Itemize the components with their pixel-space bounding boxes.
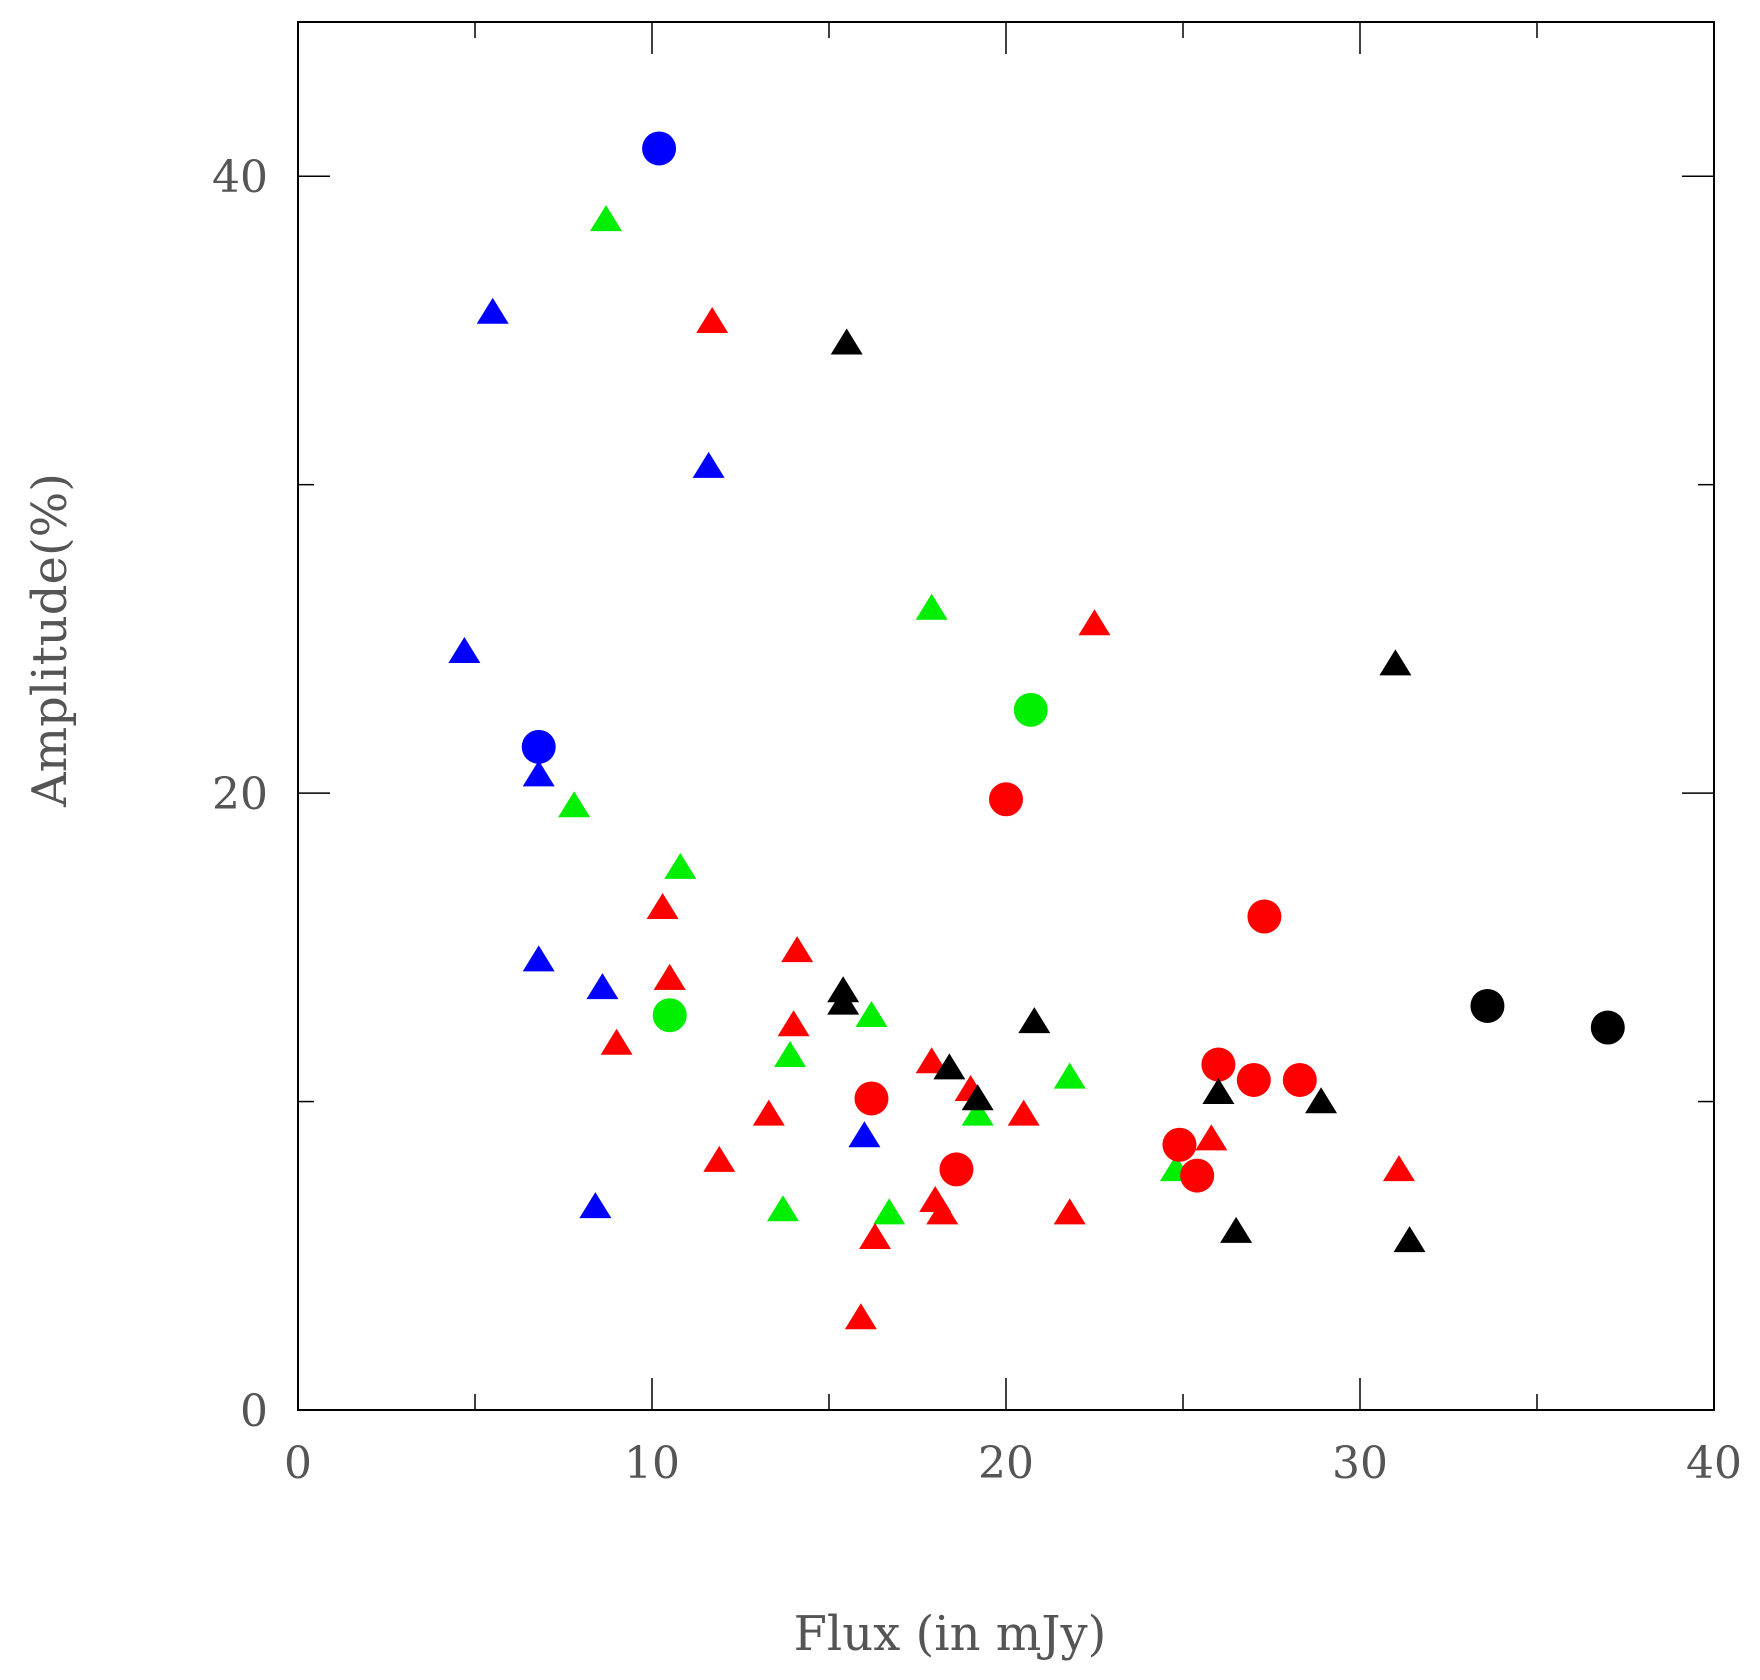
red-triangle-point	[752, 1099, 785, 1126]
red-circle-point	[1247, 899, 1282, 934]
red-circle-point	[939, 1152, 974, 1187]
green-triangle-point	[774, 1041, 807, 1068]
x-tick-label: 40	[1686, 1438, 1742, 1489]
blue-circle-point	[521, 729, 556, 764]
blue-triangle-point	[579, 1192, 612, 1219]
green-triangle-point	[589, 205, 622, 232]
black-triangle-point	[961, 1084, 994, 1111]
green-triangle-point	[664, 852, 697, 879]
red-triangle-point	[781, 936, 814, 963]
x-tick-label: 10	[624, 1438, 680, 1489]
y-tick-label: 20	[212, 769, 268, 820]
black-circle-point	[1590, 1010, 1625, 1045]
blue-triangle-point	[522, 945, 555, 972]
data-markers	[448, 131, 1625, 1330]
green-circle-point	[1013, 692, 1048, 727]
red-circle-point	[1201, 1047, 1236, 1082]
red-triangle-point	[926, 1198, 959, 1225]
black-triangle-point	[1202, 1078, 1235, 1105]
x-tick-label: 20	[978, 1438, 1034, 1489]
blue-circle-point	[642, 131, 677, 166]
red-circle-point	[1282, 1062, 1317, 1097]
green-triangle-point	[855, 1000, 888, 1027]
red-triangle-point	[646, 892, 679, 919]
red-triangle-point	[915, 1047, 948, 1074]
black-triangle-point	[830, 328, 863, 355]
red-triangle-point	[1053, 1198, 1086, 1225]
black-triangle-point	[827, 988, 860, 1015]
green-circle-point	[652, 998, 687, 1033]
black-triangle-point	[1018, 1007, 1051, 1034]
blue-triangle-point	[692, 451, 725, 478]
green-triangle-point	[766, 1195, 799, 1222]
red-triangle-point	[844, 1303, 877, 1330]
red-triangle-point	[1382, 1155, 1415, 1182]
y-tick-label: 40	[212, 152, 268, 203]
green-triangle-point	[961, 1099, 994, 1126]
y-tick-label: 0	[240, 1386, 268, 1437]
x-tick-label: 0	[284, 1438, 312, 1489]
red-triangle-point	[1195, 1124, 1228, 1151]
x-axis-label: Flux (in mJy)	[794, 1606, 1107, 1662]
red-triangle-point	[1007, 1099, 1040, 1126]
red-triangle-point	[600, 1028, 633, 1055]
red-triangle-point	[703, 1145, 736, 1172]
red-triangle-point	[1078, 609, 1111, 636]
black-circle-point	[1470, 988, 1505, 1023]
axis-ticks	[297, 22, 1715, 1411]
black-triangle-point	[1393, 1226, 1426, 1253]
red-triangle-point	[777, 1010, 810, 1037]
green-triangle-point	[558, 791, 591, 818]
plot-frame	[297, 21, 1715, 1411]
y-axis-label: Amplitude(%)	[22, 473, 78, 808]
black-triangle-point	[1379, 649, 1412, 676]
red-circle-point	[1236, 1062, 1271, 1097]
blue-triangle-point	[848, 1121, 881, 1148]
red-circle-point	[1180, 1158, 1215, 1193]
black-triangle-point	[1305, 1087, 1338, 1114]
blue-triangle-point	[448, 636, 481, 663]
green-triangle-point	[1053, 1062, 1086, 1089]
red-circle-point	[989, 782, 1023, 817]
blue-triangle-point	[476, 297, 509, 324]
green-triangle-point	[873, 1198, 906, 1225]
blue-triangle-point	[586, 973, 619, 1000]
red-triangle-point	[859, 1223, 892, 1250]
red-circle-point	[854, 1081, 889, 1116]
x-tick-label: 30	[1332, 1438, 1388, 1489]
blue-triangle-point	[522, 760, 555, 787]
red-triangle-point	[696, 306, 729, 333]
black-triangle-point	[1220, 1216, 1253, 1243]
black-triangle-point	[933, 1053, 966, 1080]
axis-tick-labels: 0 10 20 30 40 0 20 40	[212, 152, 1742, 1489]
red-triangle-point	[653, 963, 686, 990]
red-circle-point	[1162, 1127, 1197, 1162]
green-triangle-point	[915, 593, 948, 620]
